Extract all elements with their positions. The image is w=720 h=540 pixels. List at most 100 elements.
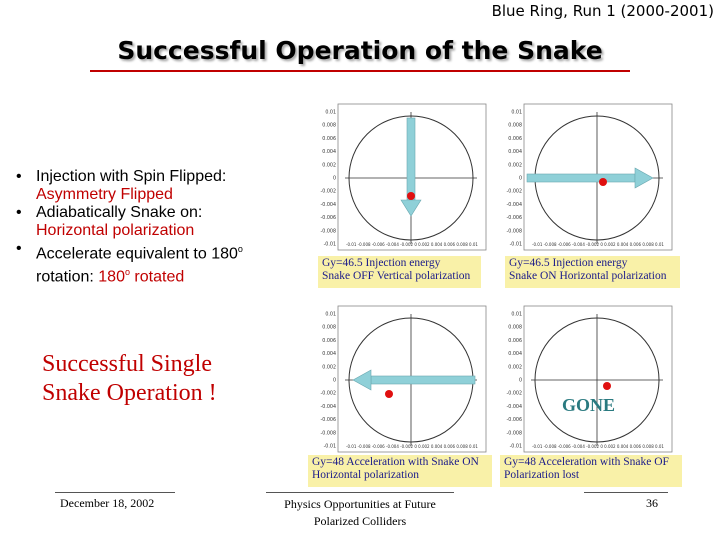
y-tick-label: 0.002 [322, 364, 336, 370]
footer-rule-right [584, 492, 668, 493]
bullet-item: • Injection with Spin Flipped: Asymmetry… [10, 168, 310, 204]
plot-frame [523, 305, 673, 453]
plot-frame [523, 103, 673, 251]
polarization-plot-2: 0.01 0.008 0.006 0.004 0.002 0 -0.002 -0.004 -0.… [502, 90, 680, 268]
x-tick-labels: -0.01 -0.008 -0.006 -0.004 -0.002 0 0.00… [532, 242, 664, 247]
polarization-arrow [526, 173, 636, 183]
polarization-plot-4: 0.01 0.008 0.006 0.004 0.002 0 -0.002 -0.004 -0.… [502, 292, 680, 470]
caption-line: Horizontal polarization [312, 469, 419, 481]
y-tick-label: 0.01 [325, 110, 336, 116]
caption-line: Polarization lost [504, 469, 580, 481]
run-label: Blue Ring, Run 1 (2000-2001) [491, 2, 714, 20]
caption-line: Snake ON Horizontal polarization [509, 270, 667, 282]
arrow-head-icon [352, 369, 372, 391]
y-tick-label: -0.008 [321, 430, 336, 436]
y-tick-label: 0.008 [322, 325, 336, 331]
plot-frame [337, 103, 487, 251]
page-number: 36 [646, 496, 658, 510]
polarization-arrow [406, 117, 416, 201]
y-tick-label: -0.004 [321, 404, 336, 410]
polar-plot-svg: 0.01 0.008 0.006 0.004 0.002 0 -0.002 -0.004 -0.… [321, 305, 487, 453]
degree-sup: o [124, 267, 130, 278]
y-tick-label: 0.002 [322, 162, 336, 168]
footer-line: Polarized Colliders [313, 514, 407, 528]
y-tick-label: 0.008 [508, 123, 522, 129]
y-tick-label: 0 [333, 378, 336, 384]
y-tick-label: 0.006 [322, 136, 336, 142]
y-tick-label: 0.006 [508, 338, 522, 344]
y-tick-label: -0.004 [507, 404, 522, 410]
title-underline [90, 70, 630, 72]
polarization-arrow [370, 375, 476, 385]
y-tick-label: -0.006 [321, 215, 336, 221]
footer-line: Physics Opportunities at Future [284, 497, 436, 511]
gone-label: GONE [562, 395, 616, 415]
y-tick-label: -0.004 [321, 202, 336, 208]
y-tick-label: 0.004 [322, 351, 336, 357]
bullet-item: • Adiabatically Snake on: Horizontal pol… [10, 204, 310, 240]
bullet-subtext: Asymmetry Flipped [36, 186, 173, 203]
degree-sup: o [237, 244, 243, 254]
polar-plot-svg: 0.01 0.008 0.006 0.004 0.002 0 -0.002 -0.004 -0.… [321, 103, 487, 251]
bullet-text-cont: rotation: [36, 268, 99, 286]
y-tick-label: -0.008 [507, 430, 522, 436]
conclusion-line: Successful Single [42, 351, 212, 377]
caption-line: Gy=48 Acceleration with Snake OF [504, 456, 669, 468]
y-tick-label: 0.01 [511, 110, 522, 116]
y-tick-label: 0.01 [511, 312, 522, 318]
y-tick-label: 0.002 [508, 364, 522, 370]
plot-caption-3: Gy=48 Acceleration with Snake ON Horizon… [308, 455, 492, 487]
footer-center: Physics Opportunities at Future Polarize… [266, 496, 454, 530]
bullet-item: • Accelerate equivalent to 180o rotation… [10, 240, 310, 287]
data-point [599, 178, 607, 186]
polar-plot-svg: 0.01 0.008 0.006 0.004 0.002 0 -0.002 -0.004 -0.… [507, 305, 673, 453]
y-tick-label: -0.006 [507, 417, 522, 423]
footer-rule-center [266, 492, 454, 493]
bullet-subtext: 180 [98, 268, 125, 286]
footer-rule-left [55, 492, 175, 493]
bullet-text: Injection with Spin Flipped: [36, 168, 227, 185]
slide-title: Successful Operation of the Snake [117, 36, 603, 65]
caption-line: Gy=48 Acceleration with Snake ON [312, 456, 479, 468]
bullet-dot-icon: • [16, 204, 22, 221]
bullet-list: • Injection with Spin Flipped: Asymmetry… [10, 168, 310, 287]
bullet-text: Accelerate equivalent to 180 [36, 245, 238, 263]
y-tick-label: -0.006 [321, 417, 336, 423]
plot-caption-1: Gy=46.5 Injection energy Snake OFF Verti… [318, 256, 481, 288]
conclusion-line: Snake Operation ! [42, 380, 217, 406]
y-tick-label: 0.01 [325, 312, 336, 318]
y-tick-label: 0.004 [322, 149, 336, 155]
caption-line: Gy=46.5 Injection energy [322, 257, 441, 269]
y-tick-label: 0.008 [322, 123, 336, 129]
y-tick-label: 0.002 [508, 162, 522, 168]
x-tick-labels: -0.01 -0.008 -0.006 -0.004 -0.002 0 0.00… [532, 444, 664, 449]
plot-caption-2: Gy=46.5 Injection energy Snake ON Horizo… [505, 256, 680, 288]
bullet-subtext: Horizontal polarization [36, 222, 195, 239]
arrow-head-icon [400, 199, 422, 217]
y-tick-label: -0.01 [324, 242, 336, 248]
y-tick-label: -0.004 [507, 202, 522, 208]
y-tick-label: 0 [519, 176, 522, 182]
y-tick-label: 0 [519, 378, 522, 384]
plot-caption-4: Gy=48 Acceleration with Snake OF Polariz… [500, 455, 682, 487]
y-tick-label: -0.002 [507, 391, 522, 397]
bullet-dot-icon: • [16, 240, 22, 257]
y-tick-label: -0.01 [510, 242, 522, 248]
y-tick-label: 0 [333, 176, 336, 182]
y-tick-label: -0.006 [507, 215, 522, 221]
x-tick-labels: -0.01 -0.008 -0.006 -0.004 -0.002 0 0.00… [346, 444, 478, 449]
y-tick-label: -0.01 [510, 444, 522, 450]
bullet-text: Adiabatically Snake on: [36, 204, 203, 221]
plot-frame [337, 305, 487, 453]
y-tick-label: -0.002 [507, 189, 522, 195]
y-tick-label: -0.008 [507, 228, 522, 234]
x-tick-labels: -0.01 -0.008 -0.006 -0.004 -0.002 0 0.00… [346, 242, 478, 247]
y-tick-label: 0.008 [508, 325, 522, 331]
bullet-subtext-cont: rotated [129, 268, 185, 286]
data-point [407, 192, 415, 200]
y-tick-label: -0.002 [321, 189, 336, 195]
y-tick-label: 0.004 [508, 149, 522, 155]
y-tick-label: -0.01 [324, 444, 336, 450]
conclusion-text: Successful Single Snake Operation ! [42, 350, 217, 408]
arrow-head-icon [634, 167, 654, 189]
